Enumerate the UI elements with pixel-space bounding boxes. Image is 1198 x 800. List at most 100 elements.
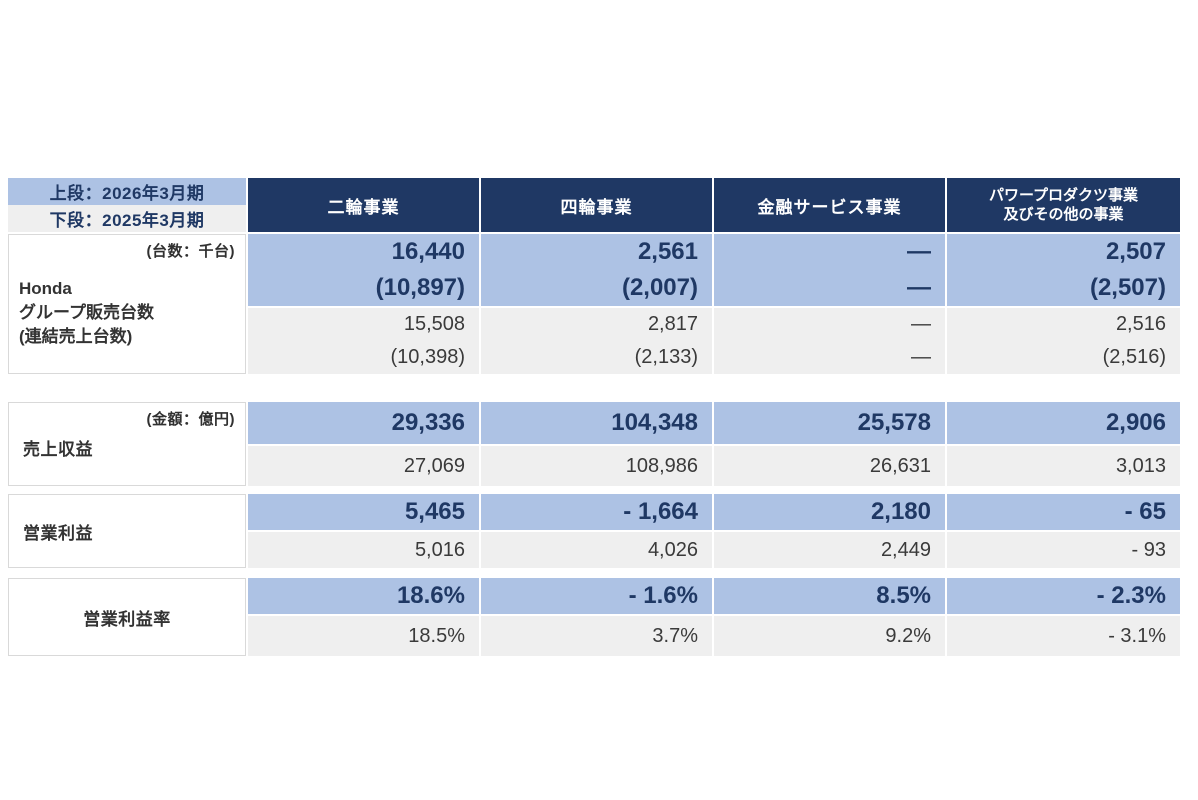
- unit-sales-automobile: 2,561 (2,007) 2,817 (2,133): [481, 234, 712, 374]
- unit-sales-motorcycle: 16,440 (10,897) 15,508 (10,398): [248, 234, 479, 374]
- column-header-power-products-line2: 及びその他の事業: [1003, 206, 1124, 223]
- value-current: - 65: [1124, 498, 1166, 525]
- previous-year-cell: 2,817 (2,133): [481, 308, 712, 374]
- sales-revenue-power-products: 2,906 3,013: [947, 402, 1180, 486]
- value-current-2: (10,897): [375, 274, 465, 301]
- previous-year-cell: 4,026: [481, 532, 712, 568]
- previous-year-cell: 27,069: [248, 446, 479, 486]
- current-year-cell: - 1,664: [481, 494, 712, 530]
- current-year-cell: 8.5%: [714, 578, 945, 614]
- value-current-2: (2,007): [621, 274, 698, 301]
- legend-upper-period: 上段：2026年3月期: [8, 178, 246, 205]
- value-previous: - 93: [1131, 538, 1166, 561]
- previous-year-cell: — —: [714, 308, 945, 374]
- unit-sales-power-products: 2,507 (2,507) 2,516 (2,516): [947, 234, 1180, 374]
- value-current: 5,465: [404, 498, 465, 525]
- previous-year-cell: - 3.1%: [947, 616, 1180, 656]
- unit-sales-financial-services: — — — —: [714, 234, 945, 374]
- value-previous: - 3.1%: [1108, 624, 1166, 647]
- current-year-cell: - 65: [947, 494, 1180, 530]
- operating-profit-automobile: - 1,664 4,026: [481, 494, 712, 568]
- value-previous-2: (10,398): [390, 346, 466, 368]
- value-previous-1: 15,508: [403, 313, 465, 335]
- sales-revenue-motorcycle: 29,336 27,069: [248, 402, 479, 486]
- value-current: 29,336: [391, 409, 465, 436]
- operating-margin-automobile: - 1.6% 3.7%: [481, 578, 712, 656]
- current-year-cell: 2,180: [714, 494, 945, 530]
- value-previous: 5,016: [414, 538, 465, 561]
- unit-note-thousand-units: (台数：千台): [146, 243, 235, 260]
- value-previous-2: (2,133): [634, 346, 698, 368]
- value-current-1: —: [907, 238, 931, 265]
- block-group-operating-margin: 営業利益率 18.6% 18.5% - 1.6% 3.7% 8.5% 9.2% …: [8, 578, 1180, 656]
- value-previous-1: —: [911, 313, 931, 335]
- current-year-cell: 104,348: [481, 402, 712, 444]
- table-header-row: 上段：2026年3月期 下段：2025年3月期 二輪事業 四輪事業 金融サービス…: [8, 178, 1180, 232]
- value-current: - 1.6%: [628, 582, 698, 609]
- previous-year-cell: 3,013: [947, 446, 1180, 486]
- row-label-cell-operating-profit: 営業利益: [8, 494, 246, 568]
- value-previous: 3.7%: [652, 624, 698, 647]
- fiscal-period-legend: 上段：2026年3月期 下段：2025年3月期: [8, 178, 246, 232]
- value-current-1: 2,507: [1105, 238, 1166, 265]
- current-year-cell: 29,336: [248, 402, 479, 444]
- row-label-operating-margin: 営業利益率: [83, 609, 171, 629]
- value-current-1: 2,561: [637, 238, 698, 265]
- sales-revenue-automobile: 104,348 108,986: [481, 402, 712, 486]
- value-current: 25,578: [857, 409, 931, 436]
- current-year-cell: 5,465: [248, 494, 479, 530]
- value-previous: 18.5%: [408, 624, 465, 647]
- row-label-line3: (連結売上台数): [19, 327, 133, 347]
- current-year-cell: - 1.6%: [481, 578, 712, 614]
- row-label-cell-sales-revenue: (金額：億円) 売上収益: [8, 402, 246, 486]
- value-current-1: 16,440: [391, 238, 465, 265]
- value-current-2: (2,507): [1089, 274, 1166, 301]
- row-label-sales-revenue: 売上収益: [23, 440, 93, 459]
- current-year-cell: - 2.3%: [947, 578, 1180, 614]
- column-header-financial-services-business: 金融サービス事業: [714, 178, 945, 232]
- block-group-unit-sales: (台数：千台) Honda グループ販売台数 (連結売上台数) 16,440 (…: [8, 234, 1180, 374]
- value-current-2: —: [907, 274, 931, 301]
- row-label-cell-unit-sales: (台数：千台) Honda グループ販売台数 (連結売上台数): [8, 234, 246, 374]
- value-current: 18.6%: [396, 582, 465, 609]
- value-current: 104,348: [611, 409, 698, 436]
- value-previous-1: 2,817: [647, 313, 698, 335]
- previous-year-cell: 3.7%: [481, 616, 712, 656]
- value-previous-2: (2,516): [1102, 346, 1166, 368]
- current-year-cell: 18.6%: [248, 578, 479, 614]
- previous-year-cell: 5,016: [248, 532, 479, 568]
- current-year-cell: 2,507 (2,507): [947, 234, 1180, 306]
- row-label-honda-group-sales: Honda グループ販売台数 (連結売上台数): [19, 277, 235, 349]
- operating-profit-power-products: - 65 - 93: [947, 494, 1180, 568]
- value-current: - 1,664: [623, 498, 698, 525]
- unit-note-hundred-million-yen: (金額：億円): [146, 411, 235, 428]
- value-previous: 4,026: [647, 538, 698, 561]
- value-current: - 2.3%: [1096, 582, 1166, 609]
- value-current: 8.5%: [876, 582, 931, 609]
- row-label-operating-profit: 営業利益: [23, 523, 93, 543]
- current-year-cell: — —: [714, 234, 945, 306]
- operating-margin-motorcycle: 18.6% 18.5%: [248, 578, 479, 656]
- legend-lower-period: 下段：2025年3月期: [8, 205, 246, 232]
- column-header-power-products-business: パワープロダクツ事業 及びその他の事業: [947, 178, 1180, 232]
- column-header-power-products-line1: パワープロダクツ事業: [988, 186, 1139, 204]
- current-year-cell: 2,561 (2,007): [481, 234, 712, 306]
- value-previous-1: 2,516: [1115, 313, 1166, 335]
- column-header-motorcycle-business: 二輪事業: [248, 178, 479, 232]
- previous-year-cell: 2,449: [714, 532, 945, 568]
- previous-year-cell: 15,508 (10,398): [248, 308, 479, 374]
- column-header-automobile-business: 四輪事業: [481, 178, 712, 232]
- row-label-line1: Honda: [19, 279, 72, 298]
- value-previous: 108,986: [625, 454, 698, 477]
- previous-year-cell: 9.2%: [714, 616, 945, 656]
- previous-year-cell: 18.5%: [248, 616, 479, 656]
- previous-year-cell: - 93: [947, 532, 1180, 568]
- operating-profit-financial-services: 2,180 2,449: [714, 494, 945, 568]
- previous-year-cell: 2,516 (2,516): [947, 308, 1180, 374]
- row-label-cell-operating-margin: 営業利益率: [8, 578, 246, 656]
- value-previous: 26,631: [869, 454, 931, 477]
- operating-margin-power-products: - 2.3% - 3.1%: [947, 578, 1180, 656]
- value-previous: 9.2%: [885, 624, 931, 647]
- value-current: 2,906: [1105, 409, 1166, 436]
- block-group-sales-revenue: (金額：億円) 売上収益 29,336 27,069 104,348 108,9…: [8, 402, 1180, 486]
